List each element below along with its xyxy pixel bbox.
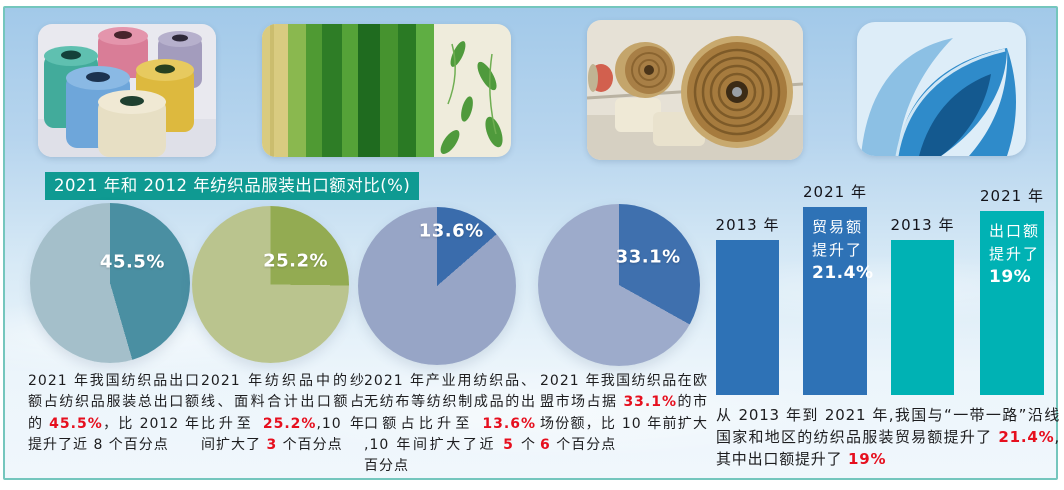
pie-value-label: 45.5% [99,251,165,273]
bar-year-label: 2021 年 [803,183,867,201]
blue-fabric-photo [857,22,1026,156]
pie-chart-total-export-share: 45.5% [30,203,190,363]
chart-title-bar: 2021 年和 2012 年纺织品服装出口额对比(%) [45,172,420,200]
pie-value-label: 13.6% [418,220,484,242]
bar-year-label: 2013 年 [715,216,780,234]
trade-increase-note: 贸易额 提升了 21.4% [812,218,874,283]
export-increase-note: 出口额 提升了 19% [989,222,1041,287]
caption-industrial-textile: 2021 年产业用纺织品、无纺布等纺织制成品的出口额占比升至 13.6% ,10… [364,373,536,475]
pie-chart-industrial-textile-share: 13.6% [358,207,516,365]
pie-value-label: 33.1% [615,246,681,268]
caption-yarn-fabric: 2021 年纺织品中的纱线、面料合计出口额占比升至 25.2%,10 年间扩大了… [201,373,366,453]
bar-2021-trade: 贸易额 提升了 21.4% [803,207,874,395]
bar-2013-export [891,240,954,395]
trade-bar-2021: 2021 年 贸易额 提升了 21.4% [803,181,874,395]
trade-bar-2013: 2013 年 [716,214,779,395]
fabric-rolls-photo [587,20,803,160]
pie-chart-yarn-fabric-share: 25.2% [192,206,349,363]
export-bar-2013: 2013 年 [891,214,954,395]
pie-value-label: 25.2% [263,250,329,272]
bar-2013-trade [716,240,779,395]
bar-year-label: 2021 年 [980,187,1044,205]
caption-total-export: 2021 年我国纺织品出口额占纺织品服装总出口额的 45.5%，比 2012 年… [28,373,201,453]
export-bar-2021: 2021 年 出口额 提升了 19% [980,185,1044,395]
yarn-spools-photo [38,24,216,157]
bar-2021-export: 出口额 提升了 19% [980,211,1044,395]
pie-chart-eu-market-share: 33.1% [538,204,700,366]
belt-and-road-note: 从 2013 年到 2021 年,我国与“一带一路”沿线国家和地区的纺织品服装贸… [716,406,1060,468]
bar-year-label: 2013 年 [890,216,955,234]
caption-eu-market: 2021 年我国纺织品在欧盟市场占据 33.1%的市场份额，比 10 年前扩大 … [540,373,709,453]
green-curtains-photo [262,24,511,157]
